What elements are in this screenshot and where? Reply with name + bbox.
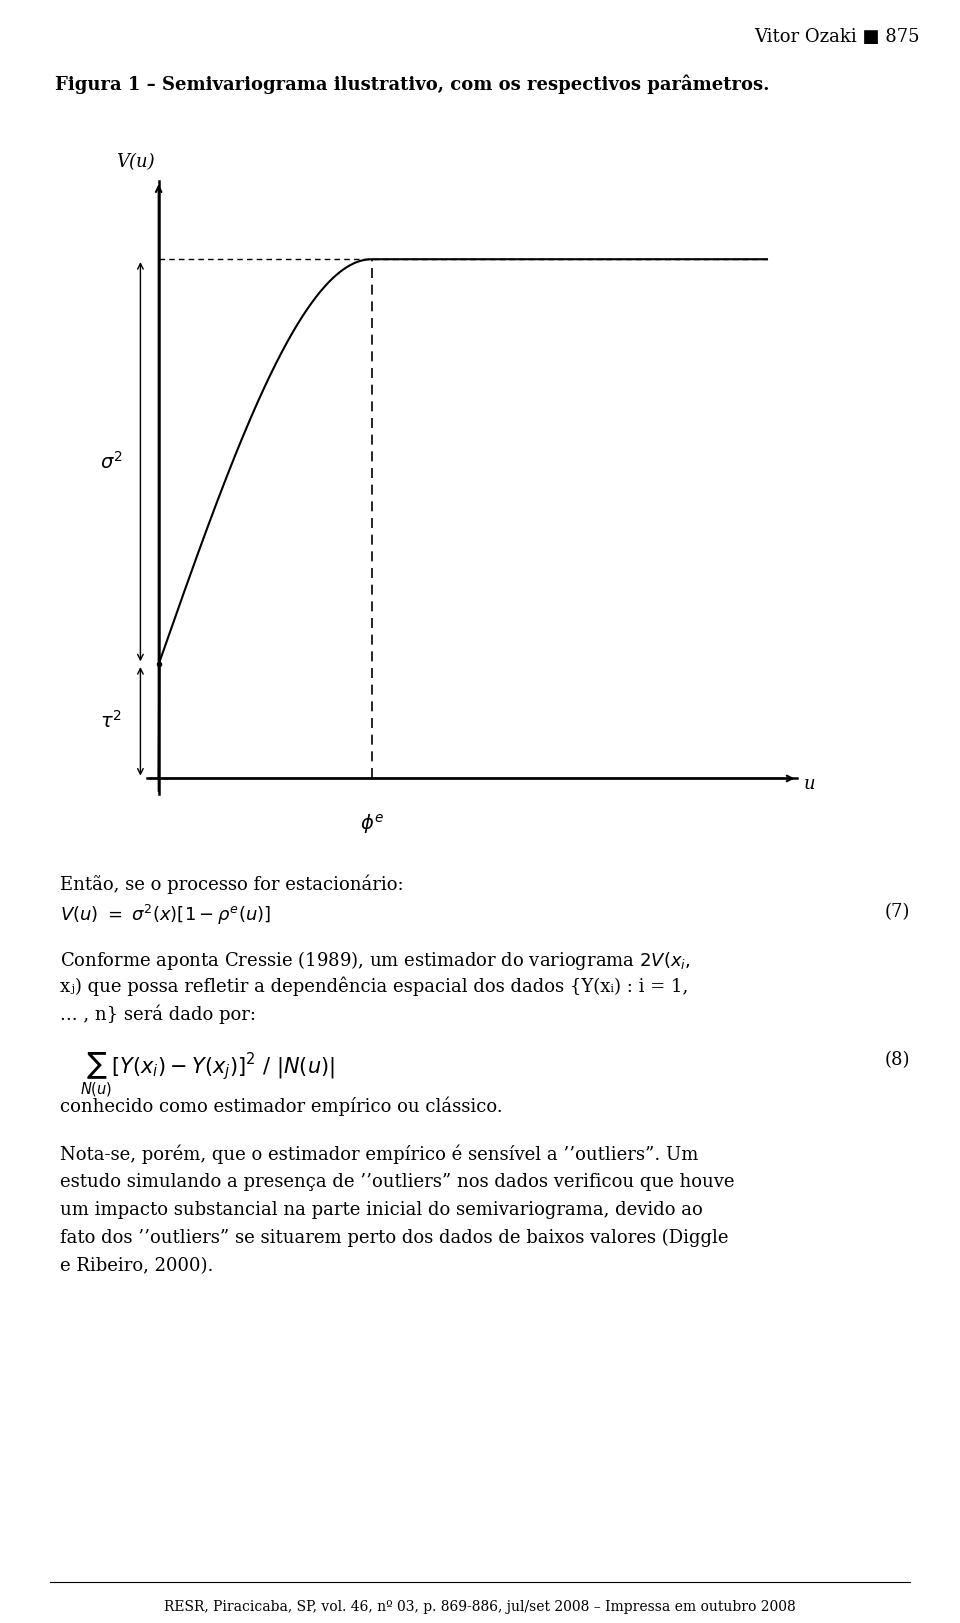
Text: fato dos ’’outliers” se situarem perto dos dados de baixos valores (Diggle: fato dos ’’outliers” se situarem perto d… [60,1229,729,1246]
Text: V(u): V(u) [116,153,155,170]
Text: Nota-se, porém, que o estimador empírico é sensível a ’’outliers”. Um: Nota-se, porém, que o estimador empírico… [60,1144,698,1164]
Text: $\tau^2$: $\tau^2$ [100,711,122,732]
Text: um impacto substancial na parte inicial do semivariograma, devido ao: um impacto substancial na parte inicial … [60,1201,703,1219]
Text: $\sum_{N(u)}[Y(x_i)-Y(x_j)]^2\ /\ |N(u)|$: $\sum_{N(u)}[Y(x_i)-Y(x_j)]^2\ /\ |N(u)|… [80,1052,335,1100]
Text: Conforme aponta Cressie (1989), um estimador do variograma $2V(x_i,$: Conforme aponta Cressie (1989), um estim… [60,949,691,972]
Text: (7): (7) [884,902,910,920]
Text: conhecido como estimador empírico ou clássico.: conhecido como estimador empírico ou clá… [60,1097,503,1117]
Text: $\phi^e$: $\phi^e$ [360,812,384,836]
Text: Vitor Ozaki ■ 875: Vitor Ozaki ■ 875 [755,28,920,45]
Text: estudo simulando a presença de ’’outliers” nos dados verificou que houve: estudo simulando a presença de ’’outlier… [60,1173,734,1191]
Text: (8): (8) [884,1052,910,1070]
Text: e Ribeiro, 2000).: e Ribeiro, 2000). [60,1256,213,1276]
Text: u: u [804,774,815,792]
Text: $\sigma^2$: $\sigma^2$ [100,451,122,472]
Text: ... , n} será dado por:: ... , n} será dado por: [60,1005,256,1024]
Text: Figura 1 – Semivariograma ilustrativo, com os respectivos parâmetros.: Figura 1 – Semivariograma ilustrativo, c… [55,75,770,94]
Text: $V(u)\ =\ \sigma^2(x)[1-\rho^e(u)]$: $V(u)\ =\ \sigma^2(x)[1-\rho^e(u)]$ [60,902,271,927]
Text: Então, se o processo for estacionário:: Então, se o processo for estacionário: [60,875,403,894]
Text: xⱼ) que possa refletir a dependência espacial dos dados {Y(xᵢ) : i = 1,: xⱼ) que possa refletir a dependência esp… [60,977,688,997]
Text: RESR, Piracicaba, SP, vol. 46, nº 03, p. 869-886, jul/set 2008 – Impressa em out: RESR, Piracicaba, SP, vol. 46, nº 03, p.… [164,1600,796,1613]
